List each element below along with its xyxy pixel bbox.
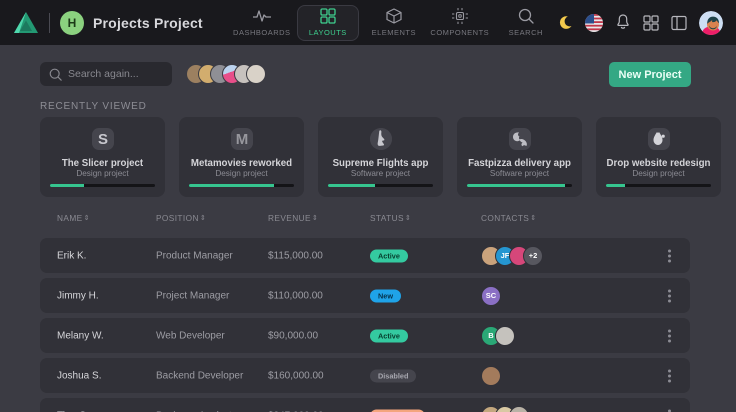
svg-text:M: M xyxy=(235,131,248,148)
svg-text:S: S xyxy=(97,131,107,148)
